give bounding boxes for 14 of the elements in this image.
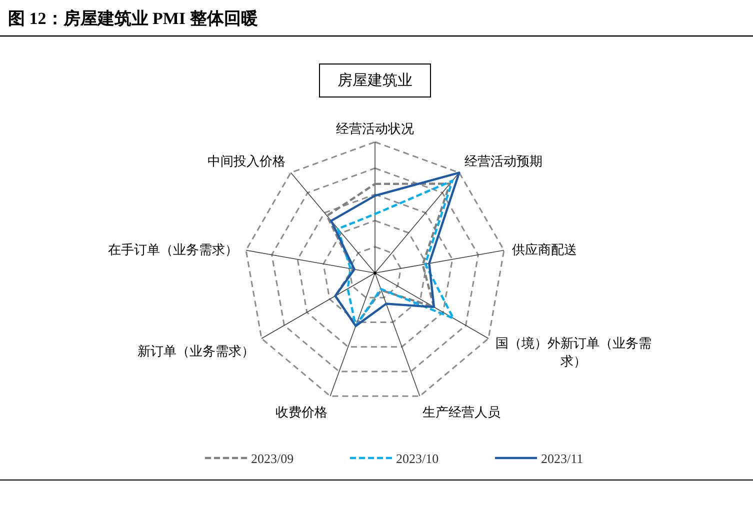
legend-label: 2023/11: [541, 451, 584, 466]
spoke-label: 收费价格: [275, 404, 328, 420]
chart-title: 图 12：房屋建筑业 PMI 整体回暖: [8, 9, 258, 28]
legend-label: 2023/09: [251, 451, 294, 466]
spoke-label: 生产经营人员: [422, 404, 501, 420]
spoke-label: 在手订单（业务需求）: [108, 242, 238, 257]
chart-subtitle: 房屋建筑业: [338, 72, 412, 89]
spoke-label: 中间投入价格: [208, 154, 286, 169]
spoke-label: 新订单（业务需求）: [138, 344, 255, 358]
spoke-label: 国（境）外新订单（业务需求）: [495, 336, 652, 368]
legend-label: 2023/10: [396, 451, 439, 466]
spoke-label: 经营活动预期: [464, 154, 542, 169]
spoke-label: 供应商配送: [512, 242, 577, 257]
spoke-label: 经营活动状况: [336, 121, 414, 136]
